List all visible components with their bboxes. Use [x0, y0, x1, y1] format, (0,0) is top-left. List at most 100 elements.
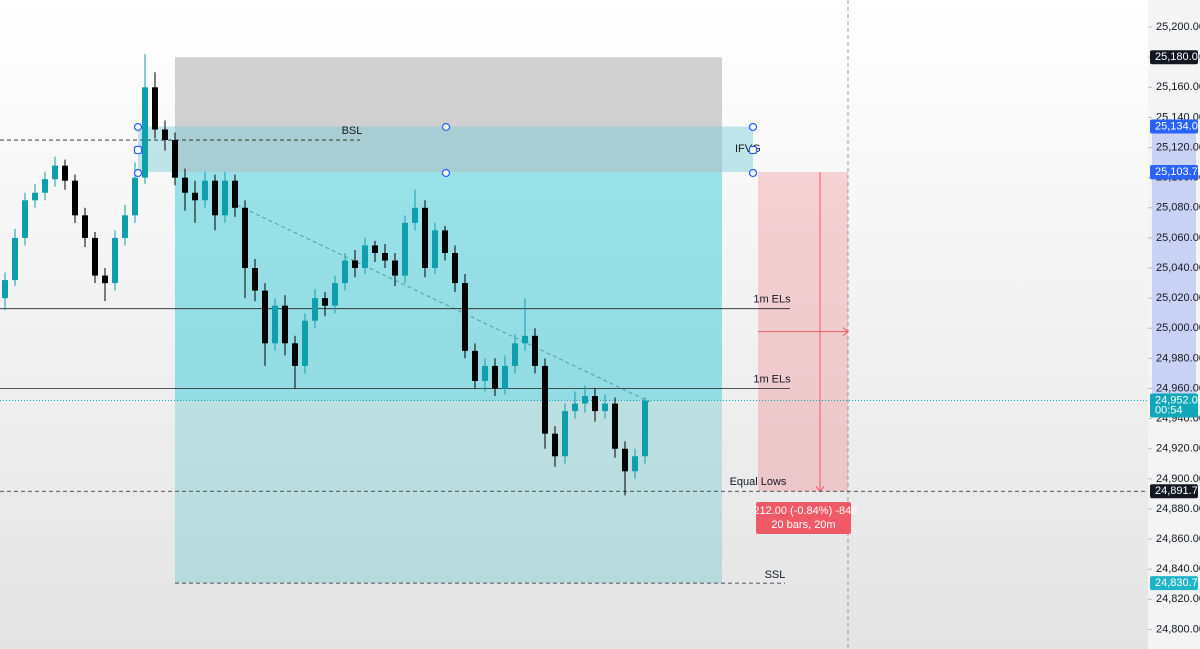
- zone: [138, 126, 753, 173]
- y-tick-label: 25,060.00: [1156, 232, 1200, 244]
- y-tick-label: 24,800.00: [1156, 623, 1200, 635]
- price-label-box: [1150, 484, 1198, 499]
- candle-body: [412, 207, 418, 223]
- candle-body: [202, 180, 208, 201]
- candle-body: [302, 320, 308, 366]
- handle: [133, 145, 143, 155]
- handle: [133, 122, 143, 132]
- arrow-head: [842, 327, 849, 337]
- candle-body: [162, 129, 168, 141]
- candle-body: [252, 268, 258, 291]
- candle-body: [102, 275, 108, 284]
- candle-body: [442, 230, 448, 253]
- y-tick-label: 25,020.00: [1156, 292, 1200, 304]
- y-tick-label: 24,880.00: [1156, 503, 1200, 515]
- measure-tooltip: [756, 502, 851, 534]
- measure-text: -212.00 (-0.84%) -848: [750, 505, 858, 517]
- candle-body: [362, 245, 368, 269]
- candle-body: [532, 335, 538, 366]
- y-tick-label: 25,000.00: [1156, 322, 1200, 334]
- handle: [133, 168, 143, 178]
- candle-body: [242, 207, 248, 269]
- y-tick-label: 24,980.00: [1156, 352, 1200, 364]
- candle-body: [482, 365, 488, 381]
- last-price-label: 24,952.00: [1155, 394, 1200, 406]
- level-label: BSL: [342, 125, 363, 137]
- candle-body: [312, 298, 318, 321]
- y-tick-label: 25,200.00: [1156, 21, 1200, 33]
- candle-body: [112, 237, 118, 284]
- y-tick-label: 24,860.00: [1156, 533, 1200, 545]
- y-tick-label: 24,840.00: [1156, 563, 1200, 575]
- price-label-box: [1150, 119, 1198, 134]
- candle-body: [572, 403, 578, 412]
- candle-body: [332, 283, 338, 306]
- candle-body: [292, 343, 298, 366]
- candle-body: [392, 260, 398, 276]
- y-tick-label: 25,080.00: [1156, 202, 1200, 214]
- price-label-box: [1150, 50, 1198, 65]
- candle-body: [462, 283, 468, 351]
- price-label: 24,830.75: [1155, 577, 1200, 589]
- candle-body: [552, 433, 558, 457]
- candle-body: [152, 87, 158, 130]
- price-label: 25,134.00: [1155, 120, 1200, 132]
- candle-body: [262, 290, 268, 344]
- y-tick-label: 24,900.00: [1156, 473, 1200, 485]
- countdown: 00:54: [1155, 404, 1183, 416]
- zone: [175, 57, 722, 173]
- price-label-box: [1150, 576, 1198, 591]
- candle-body: [232, 180, 238, 208]
- candle-body: [522, 335, 528, 344]
- level-label: Equal Lows: [730, 476, 787, 488]
- candle-body: [222, 180, 228, 216]
- candle-body: [592, 396, 598, 412]
- candle-body: [502, 365, 508, 389]
- candle-body: [92, 237, 98, 276]
- measure-text: 20 bars, 20m: [771, 519, 835, 531]
- candle-body: [472, 350, 478, 381]
- price-label: 25,103.75: [1155, 166, 1200, 178]
- candle-body: [142, 87, 148, 178]
- handle: [748, 122, 758, 132]
- candle-body: [182, 177, 188, 193]
- trend-line: [236, 204, 651, 403]
- candle-body: [72, 180, 78, 216]
- candle-body: [632, 456, 638, 472]
- y-tick-label: 24,820.00: [1156, 593, 1200, 605]
- level-label: 1m ELs: [753, 294, 791, 306]
- candle-body: [212, 180, 218, 216]
- candle-body: [82, 215, 88, 238]
- candle-body: [582, 396, 588, 404]
- candle-body: [562, 411, 568, 457]
- y-tick-label: 24,920.00: [1156, 443, 1200, 455]
- price-label-box: [1150, 165, 1198, 180]
- candle-body: [432, 230, 438, 269]
- y-tick-label: 25,120.00: [1156, 141, 1200, 153]
- candle-body: [622, 448, 628, 472]
- candle-body: [192, 192, 198, 201]
- candle-body: [342, 260, 348, 284]
- candle-body: [352, 260, 358, 269]
- candle-body: [452, 252, 458, 284]
- candle-body: [32, 192, 38, 201]
- candle-body: [132, 177, 138, 216]
- candle-body: [372, 245, 378, 253]
- y-tick-label: 25,160.00: [1156, 81, 1200, 93]
- candle-body: [172, 140, 178, 178]
- candle-body: [52, 165, 58, 180]
- y-tick-label: 25,040.00: [1156, 262, 1200, 274]
- candle-body: [542, 365, 548, 434]
- candle-body: [122, 215, 128, 238]
- candle-body: [492, 365, 498, 389]
- y-tick-label: 24,960.00: [1156, 382, 1200, 394]
- candle-body: [402, 222, 408, 276]
- candle-body: [62, 165, 68, 181]
- last-price-box: [1150, 393, 1198, 418]
- candle-body: [2, 280, 8, 299]
- candle-body: [382, 252, 388, 261]
- candle-body: [612, 403, 618, 449]
- candle-body: [272, 305, 278, 344]
